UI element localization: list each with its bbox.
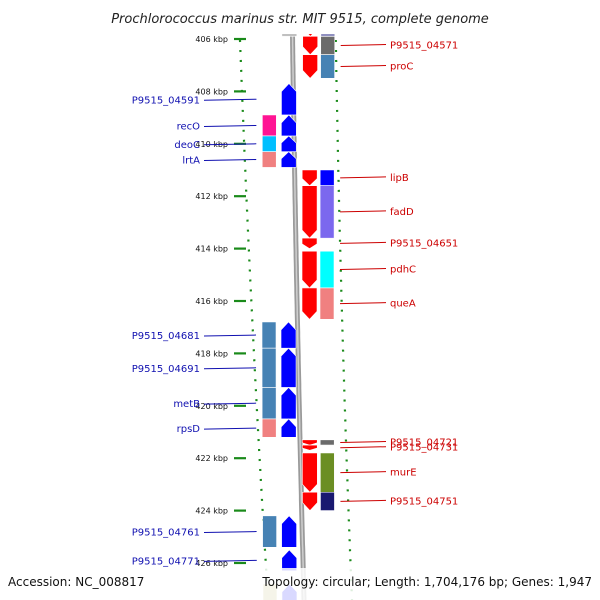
gene-label[interactable]: P9515_04761: [132, 528, 200, 539]
tick-label: 424 kbp: [195, 507, 228, 516]
gene-label-leader: [340, 241, 387, 244]
gene-arrow[interactable]: [280, 151, 297, 168]
gene-label-leader: [203, 143, 257, 146]
gene-arrow[interactable]: [301, 169, 318, 187]
gene-function-bar[interactable]: [320, 54, 335, 79]
topology-label: Topology: circular; Length: 1,704,176 bp…: [261, 575, 592, 589]
gene-label-leader: [203, 124, 257, 127]
gene-function-bar[interactable]: [261, 387, 277, 420]
tick-label: 426 kbp: [195, 559, 228, 568]
gene-function-bar[interactable]: [261, 347, 277, 388]
gene-label[interactable]: P9515_04721: [390, 437, 458, 448]
gene-label-leader: [203, 427, 257, 430]
gene-arrow[interactable]: [301, 287, 318, 320]
gene-label-leader: [203, 367, 257, 370]
gene-label[interactable]: P9515_04691: [132, 364, 200, 375]
tick-label: 420 kbp: [195, 402, 228, 411]
gene-function-bar[interactable]: [320, 36, 336, 56]
gene-arrow[interactable]: [280, 418, 297, 438]
gene-arrow[interactable]: [301, 439, 318, 446]
labels-layer: P9515_04571 proC P9515_04591 recO deoC lrtA li…: [132, 41, 459, 568]
gene-function-bar[interactable]: [319, 439, 335, 446]
tick-label: 408 kbp: [195, 87, 228, 96]
gene-label-leader: [340, 440, 387, 443]
gene-label-leader: [203, 531, 257, 534]
gene-label[interactable]: P9515_04651: [390, 238, 458, 249]
gene-arrow[interactable]: [302, 36, 319, 56]
gene-label-leader: [203, 402, 257, 405]
gene-arrow[interactable]: [301, 444, 318, 451]
gene-function-bar[interactable]: [319, 185, 335, 239]
gene-label[interactable]: recO: [177, 121, 201, 132]
title-backdrop: [0, 0, 600, 34]
gene-arrow[interactable]: [301, 185, 318, 239]
gene-label[interactable]: P9515_04571: [390, 41, 458, 52]
gene-label-leader: [340, 499, 387, 502]
gene-label[interactable]: P9515_04591: [132, 95, 200, 106]
gene-label[interactable]: queA: [390, 299, 416, 310]
gene-function-bar[interactable]: [320, 452, 335, 493]
gene-arrow[interactable]: [281, 515, 297, 548]
gene-label-leader: [339, 302, 387, 305]
gene-label-leader: [203, 559, 257, 562]
gene-label-leader: [340, 210, 387, 213]
gene-arrow[interactable]: [281, 549, 298, 572]
gene-function-bar[interactable]: [261, 321, 277, 349]
gene-function-bar[interactable]: [262, 515, 277, 548]
footer-backdrop: [0, 568, 600, 600]
tick-label: 422 kbp: [195, 454, 228, 463]
gene-function-bar[interactable]: [261, 135, 277, 152]
gene-arrow[interactable]: [302, 491, 318, 512]
gene-arrow[interactable]: [301, 237, 318, 249]
gene-label[interactable]: metB: [173, 399, 200, 410]
gene-label[interactable]: P9515_04771: [132, 556, 200, 567]
gene-arrow[interactable]: [280, 347, 297, 388]
gene-arrow[interactable]: [280, 387, 297, 420]
gene-label[interactable]: murE: [390, 468, 417, 479]
gene-label[interactable]: P9515_04681: [132, 331, 200, 342]
gene-function-bar[interactable]: [319, 287, 335, 320]
gene-label[interactable]: pdhC: [390, 265, 416, 276]
gene-label[interactable]: fadD: [390, 207, 414, 218]
gene-label-leader: [340, 65, 387, 68]
gene-label-leader: [340, 176, 387, 179]
gene-label[interactable]: lrtA: [182, 156, 200, 167]
gene-arrow[interactable]: [302, 452, 318, 493]
tick-label: 418 kbp: [195, 349, 228, 358]
gene-label-leader: [340, 446, 387, 449]
gene-label-leader: [203, 334, 257, 337]
gene-label[interactable]: proC: [390, 62, 413, 73]
gene-label[interactable]: P9515_04751: [390, 496, 458, 507]
gene-label[interactable]: rpsD: [177, 424, 201, 435]
gene-arrow[interactable]: [302, 54, 318, 79]
gene-function-bar[interactable]: [319, 250, 335, 289]
accession-label: Accession: NC_008817: [8, 575, 144, 589]
gene-function-bar[interactable]: [320, 491, 335, 511]
tick-track: [334, 29, 354, 600]
gene-label[interactable]: lipB: [390, 173, 409, 184]
tick-label: 406 kbp: [195, 35, 228, 44]
gene-label-leader: [203, 98, 257, 101]
gene-label[interactable]: deoC: [174, 140, 200, 151]
gene-label-leader: [340, 471, 387, 474]
gene-function-bar[interactable]: [262, 114, 277, 137]
tick-label: 414 kbp: [195, 245, 228, 254]
map-title: Prochlorococcus marinus str. MIT 9515, c…: [111, 12, 489, 27]
gene-arrow[interactable]: [280, 321, 297, 349]
gene-function-bar[interactable]: [319, 169, 335, 187]
gene-label-leader: [340, 44, 387, 47]
gene-function-bar[interactable]: [261, 418, 277, 438]
gene-function-bar[interactable]: [261, 151, 277, 168]
tick-label: 412 kbp: [195, 192, 228, 201]
tick-label: 416 kbp: [195, 297, 228, 306]
gene-label-leader: [203, 159, 257, 162]
gene-label[interactable]: P9515_04731: [390, 443, 458, 454]
gene-label-leader: [339, 268, 387, 271]
gene-arrow[interactable]: [301, 250, 318, 289]
